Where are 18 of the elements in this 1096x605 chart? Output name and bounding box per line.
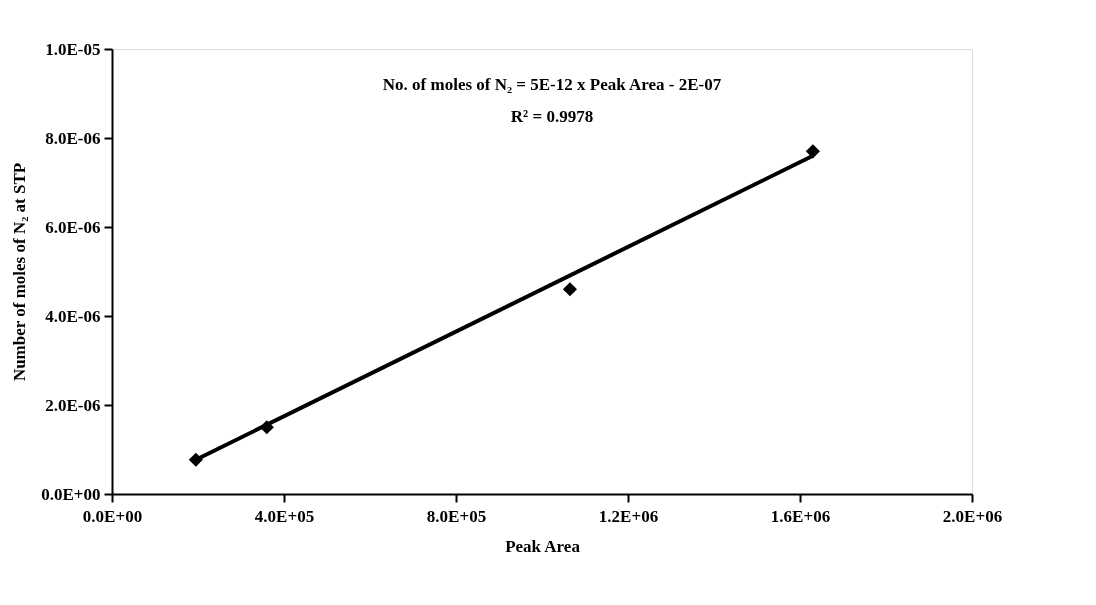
y-axis-title: Number of moles of N₂ at STP xyxy=(10,162,30,382)
y-tick-label: 6.0E-06 xyxy=(45,217,101,237)
y-tick-label: 8.0E-06 xyxy=(45,128,101,148)
x-tick-label: 0.0E+00 xyxy=(82,506,143,526)
point xyxy=(562,282,578,297)
y-tick-label: 0.0E+00 xyxy=(41,484,101,504)
y-tick-label: 1.0E-05 xyxy=(45,39,101,59)
x-axis-title: Peak Area xyxy=(505,536,581,556)
x-tick-label: 1.6E+06 xyxy=(770,506,831,526)
annotation: R² = 0.9978 xyxy=(510,107,594,126)
point xyxy=(805,144,820,159)
y-tick-label: 2.0E-06 xyxy=(45,395,101,415)
y-tick-label: 4.0E-06 xyxy=(45,306,101,326)
annotation: No. of moles of N₂ = 5E-12 x Peak Area - 2E-07 xyxy=(382,75,722,94)
x-tick-label: 4.0E+05 xyxy=(254,506,315,526)
x-tick-label: 2.0E+06 xyxy=(942,506,1003,526)
x-tick-label: 1.2E+06 xyxy=(598,506,659,526)
x-tick-label: 8.0E+05 xyxy=(426,506,487,526)
